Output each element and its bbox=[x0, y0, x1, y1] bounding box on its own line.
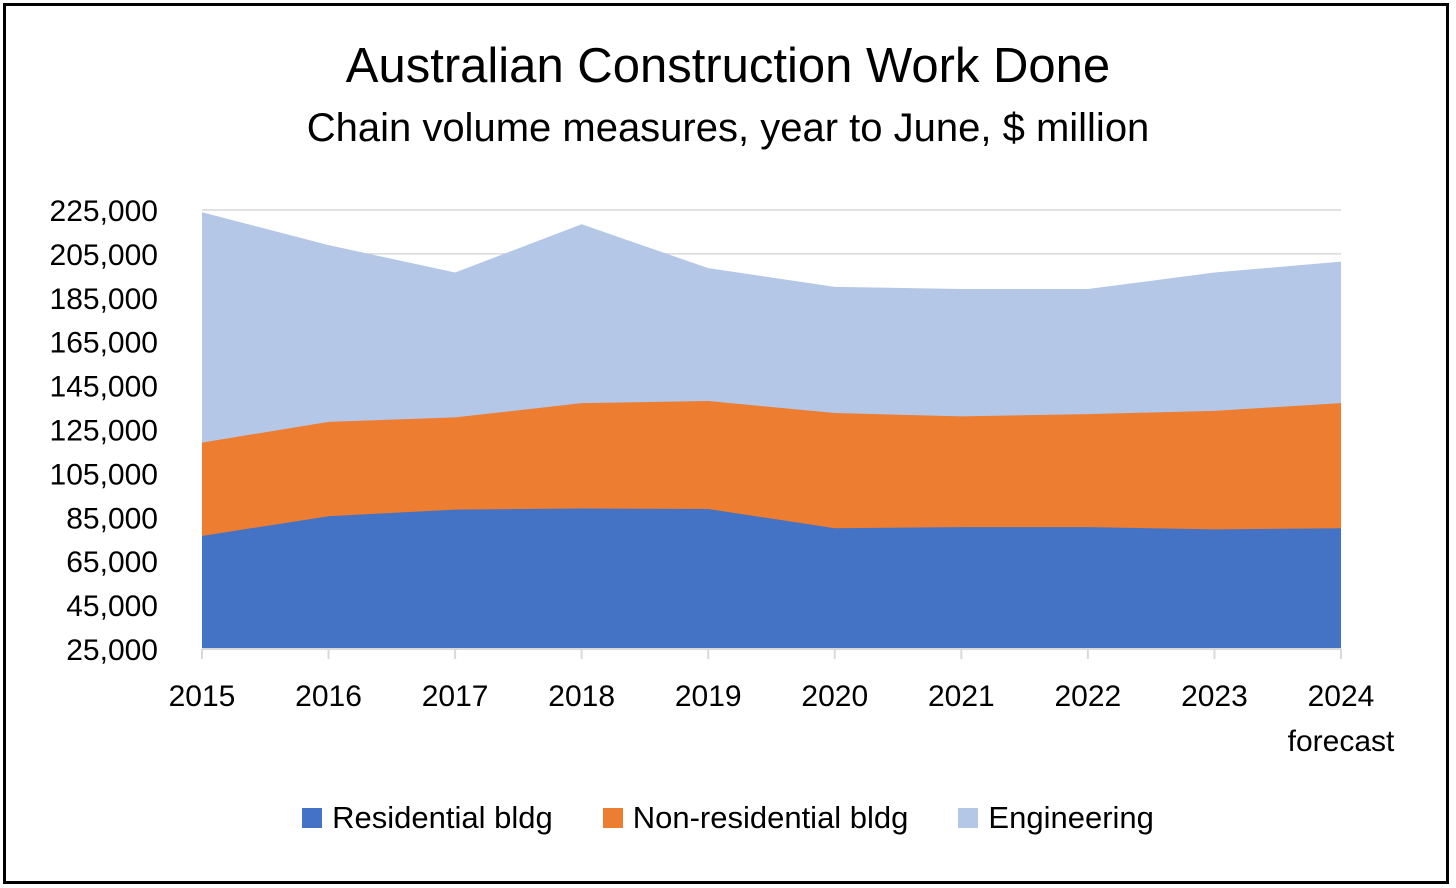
chart-title: Australian Construction Work Done bbox=[345, 39, 1111, 93]
area-residential-bldg bbox=[202, 508, 1341, 649]
x-tick-label: 2020 bbox=[801, 680, 868, 713]
y-tick-label: 65,000 bbox=[66, 546, 158, 579]
y-tick-label: 45,000 bbox=[66, 590, 158, 623]
x-tick-sublabel: forecast bbox=[1288, 725, 1395, 758]
legend-label-residential: Residential bldg bbox=[332, 800, 553, 835]
y-tick-label: 145,000 bbox=[50, 371, 158, 404]
y-tick-label: 165,000 bbox=[50, 327, 158, 360]
x-tick-label: 2019 bbox=[675, 680, 742, 713]
y-tick-label: 85,000 bbox=[66, 502, 158, 535]
series-areas bbox=[202, 212, 1341, 649]
x-tick-labels: 2015 2016 2017 2018 2019 2020 2021 2022 2023 2024… bbox=[169, 680, 1395, 758]
legend-label-non-residential: Non-residential bldg bbox=[632, 800, 909, 835]
y-tick-label: 105,000 bbox=[50, 458, 158, 491]
y-tick-label: 185,000 bbox=[50, 283, 158, 316]
x-tick-label: 2017 bbox=[422, 680, 489, 713]
x-tick-label: 2018 bbox=[548, 680, 615, 713]
legend-swatch-engineering bbox=[958, 808, 979, 828]
axes bbox=[201, 648, 1342, 659]
y-tick-label: 125,000 bbox=[50, 415, 158, 448]
x-tick-label: 2024 bbox=[1308, 680, 1375, 713]
y-tick-label: 25,000 bbox=[66, 634, 158, 667]
x-tick-label: 2023 bbox=[1181, 680, 1248, 713]
y-tick-labels: 25,000 45,000 65,000 85,000 105,000 125,000 14… bbox=[50, 195, 158, 667]
x-tick-label: 2015 bbox=[169, 680, 236, 713]
legend: Residential bldg Non-residential bldg En… bbox=[0, 800, 1456, 836]
y-tick-label: 225,000 bbox=[50, 195, 158, 228]
x-tick-label: 2016 bbox=[295, 680, 362, 713]
legend-item-engineering: Engineering bbox=[958, 800, 1154, 836]
x-tick-label: 2022 bbox=[1055, 680, 1122, 713]
y-tick-label: 205,000 bbox=[50, 239, 158, 272]
legend-item-residential: Residential bldg bbox=[302, 800, 553, 836]
legend-swatch-non-residential bbox=[602, 808, 623, 828]
legend-swatch-residential bbox=[302, 808, 323, 828]
x-tick-label: 2021 bbox=[928, 680, 995, 713]
legend-label-engineering: Engineering bbox=[988, 800, 1154, 835]
legend-item-non-residential: Non-residential bldg bbox=[602, 800, 909, 836]
chart-subtitle: Chain volume measures, year to June, $ m… bbox=[306, 106, 1150, 150]
